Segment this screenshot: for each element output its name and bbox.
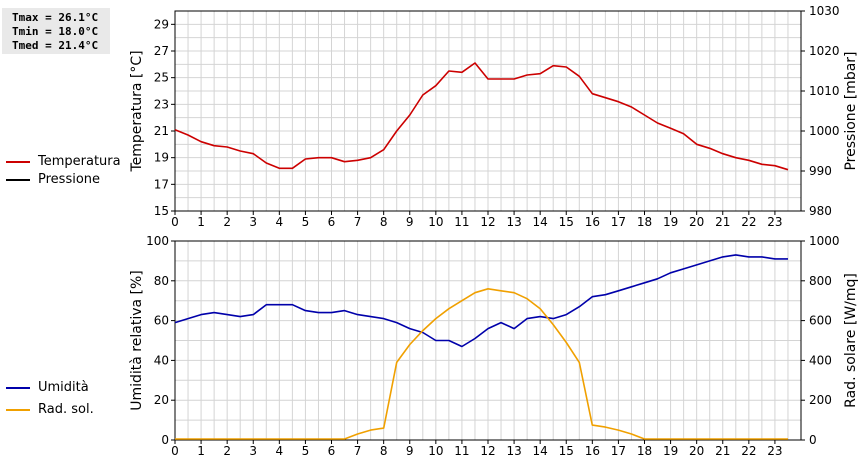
y-tick-label-left: 23 — [154, 97, 169, 111]
legend-swatch-humidity — [6, 387, 30, 389]
y-axis-title-right: Pressione [mbar] — [843, 51, 859, 170]
x-tick-label: 23 — [767, 444, 782, 458]
y-tick-label-right: 1010 — [809, 84, 840, 98]
y-tick-label-right: 1020 — [809, 44, 840, 58]
x-tick-label: 22 — [741, 215, 756, 229]
x-tick-label: 14 — [533, 215, 548, 229]
legend-swatch-temperature — [6, 161, 30, 163]
x-tick-label: 6 — [328, 215, 336, 229]
x-tick-label: 19 — [663, 444, 678, 458]
y-tick-label-right: 1000 — [809, 124, 840, 138]
y-axis-title-right: Rad. solare [W/mq] — [843, 273, 859, 408]
x-tick-label: 21 — [715, 444, 730, 458]
legend-label-temperature: Temperatura — [38, 154, 121, 169]
y-tick-label-left: 17 — [154, 177, 169, 191]
series-line-umidit — [174, 254, 788, 348]
y-tick-label-left: 0 — [161, 433, 169, 447]
y-tick-label-left: 27 — [154, 44, 169, 58]
x-tick-label: 18 — [637, 215, 652, 229]
y-tick-label-right: 400 — [809, 353, 832, 367]
y-tick-label-left: 25 — [154, 71, 169, 85]
x-tick-label: 11 — [454, 444, 469, 458]
series-line-temperatura — [174, 62, 789, 171]
y-tick-label-right: 990 — [809, 164, 832, 178]
y-tick-label-left: 80 — [154, 274, 169, 288]
x-tick-label: 5 — [302, 444, 310, 458]
stats-box: Tmax = 26.1°C Tmin = 18.0°C Tmed = 21.4°… — [2, 8, 110, 54]
x-tick-label: 9 — [406, 215, 414, 229]
y-axis-title-left: Temperatura [°C] — [129, 50, 145, 172]
y-tick-label-left: 29 — [154, 17, 169, 31]
x-tick-label: 17 — [611, 444, 626, 458]
x-tick-label: 0 — [171, 444, 179, 458]
y-tick-label-left: 21 — [154, 124, 169, 138]
x-tick-label: 2 — [223, 444, 231, 458]
y-tick-label-left: 40 — [154, 353, 169, 367]
x-tick-label: 12 — [480, 215, 495, 229]
x-tick-label: 20 — [689, 215, 704, 229]
y-tick-label-right: 200 — [809, 393, 832, 407]
x-tick-label: 7 — [354, 215, 362, 229]
y-tick-label-left: 100 — [146, 234, 169, 248]
x-tick-label: 16 — [585, 215, 600, 229]
x-tick-label: 8 — [380, 444, 388, 458]
x-tick-label: 13 — [506, 444, 521, 458]
y-tick-label-left: 15 — [154, 204, 169, 218]
y-tick-label-right: 1000 — [809, 234, 840, 248]
y-axis-title-left: Umidità relativa [%] — [129, 270, 145, 411]
y-tick-label-left: 20 — [154, 393, 169, 407]
y-tick-label-right: 980 — [809, 204, 832, 218]
x-tick-label: 7 — [354, 444, 362, 458]
y-tick-label-left: 19 — [154, 151, 169, 165]
x-tick-label: 18 — [637, 444, 652, 458]
stat-tmin: Tmin = 18.0°C — [12, 25, 99, 38]
x-tick-label: 10 — [428, 215, 443, 229]
legend-label-humidity: Umidità — [38, 380, 89, 395]
humidity-radiation-chart: 0 1 2 3 4 5 6 7 8 9 10 11 12 13 14 15 16 17 18 19 20 21 22 2302… — [129, 234, 859, 458]
x-tick-label: 1 — [197, 444, 205, 458]
x-tick-label: 16 — [585, 444, 600, 458]
temperature-pressure-chart: 0 1 2 3 4 5 6 7 8 9 10 11 12 13 14 15 16 17 18 19 20 21 22 2315… — [129, 4, 859, 229]
x-tick-label: 3 — [249, 215, 257, 229]
x-tick-label: 4 — [276, 215, 284, 229]
legend-swatch-pressure — [6, 179, 30, 181]
legend-swatch-radiation — [6, 409, 30, 411]
x-tick-label: 6 — [328, 444, 336, 458]
y-tick-label-right: 800 — [809, 274, 832, 288]
series-line-rad-sol — [175, 287, 788, 440]
x-tick-label: 5 — [302, 215, 310, 229]
x-tick-label: 4 — [276, 444, 284, 458]
x-tick-label: 11 — [454, 215, 469, 229]
x-tick-label: 3 — [249, 444, 257, 458]
x-tick-label: 20 — [689, 444, 704, 458]
y-tick-label-right: 600 — [809, 314, 832, 328]
x-tick-label: 1 — [197, 215, 205, 229]
x-tick-label: 12 — [480, 444, 495, 458]
legend-label-pressure: Pressione — [38, 172, 101, 187]
x-tick-label: 0 — [171, 215, 179, 229]
x-tick-label: 10 — [428, 444, 443, 458]
x-tick-label: 21 — [715, 215, 730, 229]
x-tick-label: 17 — [611, 215, 626, 229]
x-tick-label: 19 — [663, 215, 678, 229]
x-tick-label: 2 — [223, 215, 231, 229]
x-tick-label: 13 — [506, 215, 521, 229]
x-tick-label: 9 — [406, 444, 414, 458]
y-tick-label-right: 1030 — [809, 4, 840, 18]
stat-tmax: Tmax = 26.1°C — [12, 11, 99, 24]
x-tick-label: 15 — [559, 215, 574, 229]
stat-tmed: Tmed = 21.4°C — [12, 39, 99, 52]
x-tick-label: 15 — [559, 444, 574, 458]
x-tick-label: 22 — [741, 444, 756, 458]
x-tick-label: 8 — [380, 215, 388, 229]
x-tick-label: 14 — [533, 444, 548, 458]
x-tick-label: 23 — [767, 215, 782, 229]
y-tick-label-right: 0 — [809, 433, 817, 447]
y-tick-label-left: 60 — [154, 314, 169, 328]
legend-label-radiation: Rad. sol. — [38, 402, 94, 417]
